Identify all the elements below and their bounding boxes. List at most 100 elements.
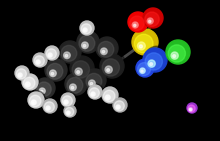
Circle shape bbox=[141, 70, 143, 72]
Circle shape bbox=[116, 105, 120, 109]
Circle shape bbox=[84, 69, 106, 91]
Circle shape bbox=[31, 100, 36, 105]
Circle shape bbox=[145, 6, 165, 27]
Circle shape bbox=[19, 75, 21, 76]
Circle shape bbox=[34, 52, 48, 66]
Circle shape bbox=[22, 74, 38, 90]
Circle shape bbox=[150, 63, 153, 66]
Circle shape bbox=[106, 97, 108, 99]
Circle shape bbox=[188, 102, 198, 112]
Circle shape bbox=[188, 105, 195, 112]
Circle shape bbox=[82, 42, 88, 49]
Circle shape bbox=[168, 45, 185, 62]
Circle shape bbox=[65, 104, 77, 116]
Circle shape bbox=[43, 99, 57, 113]
Circle shape bbox=[145, 46, 169, 70]
Circle shape bbox=[140, 68, 145, 73]
Circle shape bbox=[190, 109, 191, 110]
Circle shape bbox=[83, 28, 87, 32]
Circle shape bbox=[91, 92, 95, 96]
Circle shape bbox=[71, 86, 74, 89]
Circle shape bbox=[173, 55, 176, 58]
Circle shape bbox=[29, 95, 41, 107]
Circle shape bbox=[134, 34, 153, 53]
Circle shape bbox=[89, 84, 103, 98]
Circle shape bbox=[134, 24, 136, 27]
Circle shape bbox=[67, 112, 69, 114]
Circle shape bbox=[102, 52, 126, 76]
Circle shape bbox=[67, 77, 83, 93]
Circle shape bbox=[49, 55, 51, 56]
Circle shape bbox=[132, 29, 158, 55]
Circle shape bbox=[98, 35, 120, 57]
Circle shape bbox=[107, 69, 110, 71]
Circle shape bbox=[44, 102, 54, 112]
Circle shape bbox=[62, 92, 76, 106]
Circle shape bbox=[86, 73, 102, 89]
Circle shape bbox=[77, 31, 99, 53]
Circle shape bbox=[75, 68, 82, 75]
Circle shape bbox=[15, 66, 29, 80]
Circle shape bbox=[47, 108, 49, 109]
Circle shape bbox=[117, 107, 119, 108]
Circle shape bbox=[139, 45, 142, 48]
Circle shape bbox=[37, 77, 57, 96]
Circle shape bbox=[81, 20, 95, 34]
Circle shape bbox=[171, 52, 178, 59]
Circle shape bbox=[62, 96, 72, 106]
Circle shape bbox=[16, 65, 30, 79]
Circle shape bbox=[147, 18, 153, 24]
Circle shape bbox=[59, 41, 81, 63]
Circle shape bbox=[80, 21, 94, 35]
Circle shape bbox=[28, 92, 44, 108]
Circle shape bbox=[44, 98, 58, 112]
Circle shape bbox=[134, 27, 160, 53]
Circle shape bbox=[16, 69, 26, 79]
Circle shape bbox=[114, 97, 128, 111]
Circle shape bbox=[65, 102, 67, 103]
Circle shape bbox=[23, 73, 39, 89]
Circle shape bbox=[61, 93, 75, 107]
Circle shape bbox=[26, 84, 28, 86]
Circle shape bbox=[148, 60, 155, 67]
Circle shape bbox=[46, 45, 60, 59]
Circle shape bbox=[102, 59, 119, 76]
Circle shape bbox=[138, 63, 150, 76]
Circle shape bbox=[46, 49, 56, 59]
Circle shape bbox=[61, 45, 77, 61]
Circle shape bbox=[143, 8, 163, 28]
Circle shape bbox=[46, 106, 50, 110]
Circle shape bbox=[132, 22, 138, 28]
Circle shape bbox=[88, 85, 102, 99]
Circle shape bbox=[37, 61, 38, 63]
Circle shape bbox=[37, 82, 51, 96]
Circle shape bbox=[100, 54, 124, 78]
Circle shape bbox=[101, 48, 107, 55]
Circle shape bbox=[34, 56, 44, 66]
Circle shape bbox=[148, 20, 151, 23]
Circle shape bbox=[128, 12, 148, 32]
Circle shape bbox=[36, 60, 40, 64]
Circle shape bbox=[130, 10, 150, 30]
Circle shape bbox=[86, 67, 108, 89]
Circle shape bbox=[64, 100, 68, 104]
Circle shape bbox=[187, 103, 197, 113]
Circle shape bbox=[35, 78, 55, 98]
Circle shape bbox=[90, 82, 93, 85]
Circle shape bbox=[89, 88, 99, 98]
Circle shape bbox=[64, 52, 70, 59]
Circle shape bbox=[70, 56, 94, 80]
Circle shape bbox=[143, 48, 167, 72]
Circle shape bbox=[51, 72, 54, 75]
Circle shape bbox=[103, 86, 119, 102]
Circle shape bbox=[102, 87, 118, 103]
Circle shape bbox=[45, 46, 59, 60]
Circle shape bbox=[39, 88, 45, 94]
Circle shape bbox=[65, 73, 87, 95]
Circle shape bbox=[33, 53, 47, 67]
Circle shape bbox=[18, 73, 22, 77]
Circle shape bbox=[105, 66, 112, 73]
Circle shape bbox=[130, 16, 144, 30]
Circle shape bbox=[166, 40, 190, 64]
Circle shape bbox=[47, 57, 69, 79]
